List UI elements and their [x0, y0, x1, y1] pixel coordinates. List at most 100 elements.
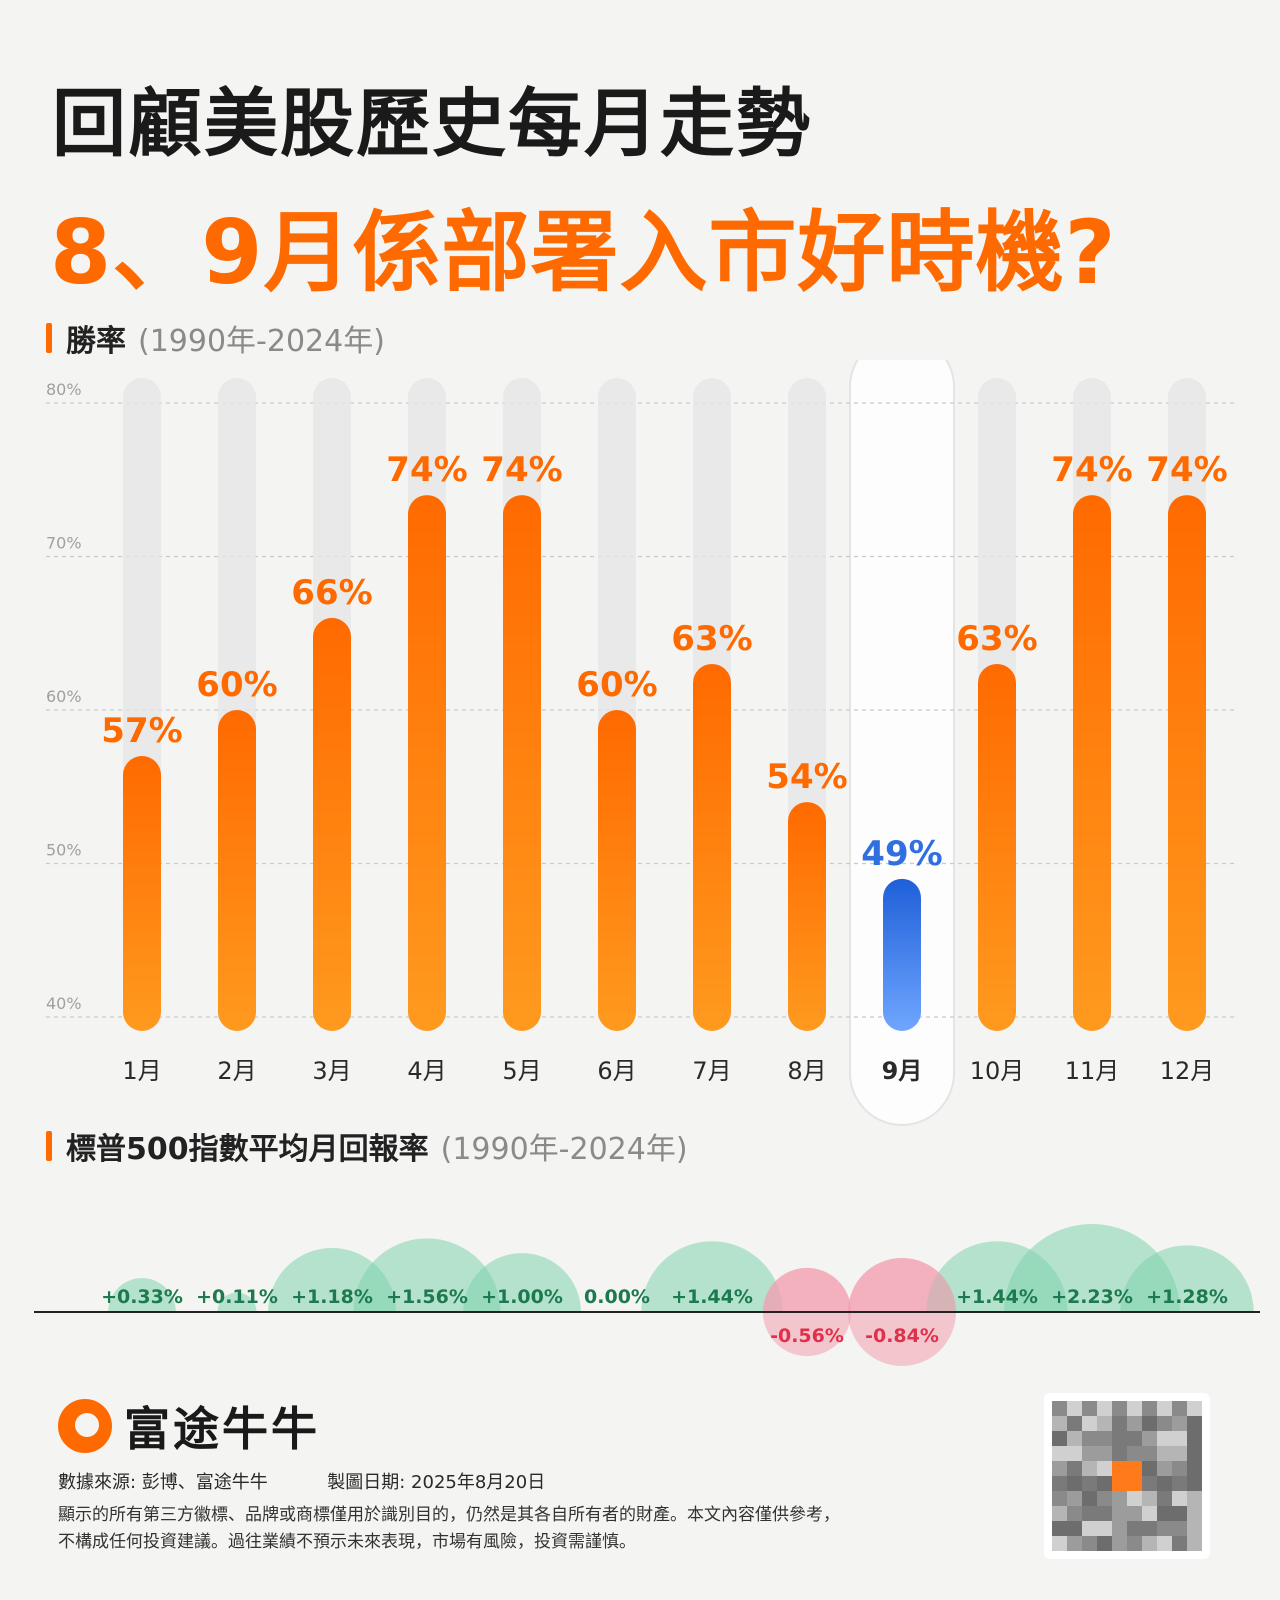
bar: [218, 710, 256, 1031]
qr-pixel: [1112, 1431, 1127, 1446]
qr-pixel: [1097, 1431, 1112, 1446]
bar-value-label: 66%: [291, 573, 372, 613]
qr-pixel: [1067, 1416, 1082, 1431]
bar-value-label: 63%: [956, 619, 1037, 659]
footer-source-line: 數據來源: 彭博、富途牛牛 製圖日期: 2025年8月20日: [58, 1468, 545, 1494]
return-value-label: +1.56%: [386, 1286, 468, 1308]
qr-pixel: [1127, 1506, 1142, 1521]
qr-pixel: [1097, 1536, 1112, 1551]
return-range: (1990年-2024年): [440, 1132, 688, 1167]
page-subtitle: 8、9月係部署入市好時機?: [50, 201, 1117, 304]
bar: [1073, 495, 1111, 1032]
return-value-label: +2.23%: [1051, 1286, 1133, 1308]
qr-pixel: [1187, 1431, 1202, 1446]
qr-pixel: [1067, 1461, 1082, 1476]
heading-accent-bar: [46, 1131, 52, 1161]
footer-source: 數據來源: 彭博、富途牛牛: [58, 1472, 268, 1493]
win-rate-label: 勝率: [66, 324, 126, 359]
spacer: [0, 1140, 1280, 1141]
qr-pixel: [1142, 1521, 1157, 1536]
qr-pixel: [1127, 1521, 1142, 1536]
qr-pixel: [1082, 1521, 1097, 1536]
qr-pixel: [1082, 1416, 1097, 1431]
y-tick-label: 60%: [46, 687, 82, 706]
bar: [408, 495, 446, 1032]
qr-pixel: [1112, 1446, 1127, 1461]
return-value-label: +1.18%: [291, 1286, 373, 1308]
qr-pixel: [1157, 1536, 1172, 1551]
qr-pixel: [1082, 1536, 1097, 1551]
x-tick-label: 11月: [1065, 1057, 1120, 1085]
qr-pixel: [1187, 1506, 1202, 1521]
footer-date: 製圖日期: 2025年8月20日: [327, 1472, 546, 1493]
qr-code[interactable]: [1044, 1393, 1210, 1559]
qr-pixel: [1157, 1416, 1172, 1431]
return-value-label: +0.11%: [196, 1286, 278, 1308]
qr-pixel: [1112, 1461, 1127, 1476]
qr-pixel: [1187, 1476, 1202, 1491]
qr-pixel: [1067, 1446, 1082, 1461]
bar-value-label: 57%: [101, 711, 182, 751]
return-value-label: -0.56%: [770, 1325, 844, 1347]
qr-pixel: [1142, 1506, 1157, 1521]
return-value-label: +1.28%: [1146, 1286, 1228, 1308]
footer-disclaimer-2: 不構成任何投資建議。過往業績不預示未來表現，市場有風險，投資需謹慎。: [58, 1532, 636, 1552]
qr-pixel: [1127, 1401, 1142, 1416]
qr-pixel: [1082, 1506, 1097, 1521]
highlight-capsule: [849, 360, 955, 1126]
x-tick-label: 10月: [970, 1057, 1025, 1085]
qr-pixel: [1082, 1446, 1097, 1461]
x-tick-label: 12月: [1160, 1057, 1215, 1085]
monthly-return-bubble-chart: +0.33% +0.11% +1.18% +1.56% +1.00% 0.00% +1.44…: [0, 1140, 1280, 1370]
page-title: 回顧美股歷史每月走勢: [52, 81, 812, 167]
bar: [1168, 495, 1206, 1032]
qr-pixel: [1157, 1446, 1172, 1461]
axis-mask: [0, 1312, 1280, 1370]
win-rate-range: (1990年-2024年): [138, 324, 385, 359]
qr-pixel: [1187, 1491, 1202, 1506]
return-label: 標普500指數平均月回報率: [66, 1132, 429, 1167]
bar-value-label: 63%: [671, 619, 752, 659]
qr-pixel: [1127, 1536, 1142, 1551]
win-rate-heading: 勝率 (1990年-2024年): [46, 316, 385, 360]
qr-pixel: [1142, 1536, 1157, 1551]
y-tick-label: 80%: [46, 380, 82, 399]
x-tick-label: 7月: [692, 1057, 731, 1085]
qr-pixel: [1097, 1476, 1112, 1491]
qr-pixel: [1052, 1401, 1067, 1416]
qr-pixel: [1187, 1446, 1202, 1461]
qr-pixel: [1067, 1521, 1082, 1536]
return-value-label: +1.44%: [956, 1286, 1038, 1308]
qr-pixel: [1157, 1401, 1172, 1416]
qr-pixel: [1052, 1536, 1067, 1551]
qr-pixel: [1157, 1476, 1172, 1491]
qr-pixel: [1142, 1416, 1157, 1431]
return-value-label: -0.84%: [865, 1325, 939, 1347]
qr-pixel: [1112, 1506, 1127, 1521]
bar: [978, 663, 1016, 1031]
qr-pixel: [1097, 1506, 1112, 1521]
bar-value-label: 74%: [481, 450, 562, 490]
qr-pixel: [1097, 1446, 1112, 1461]
qr-pixel: [1082, 1476, 1097, 1491]
return-heading: 標普500指數平均月回報率 (1990年-2024年): [46, 1124, 688, 1168]
x-tick-label: 3月: [312, 1057, 351, 1085]
return-value-label: 0.00%: [584, 1286, 650, 1308]
qr-pixel: [1127, 1491, 1142, 1506]
qr-pixel: [1112, 1416, 1127, 1431]
qr-pixel: [1127, 1431, 1142, 1446]
qr-pixel: [1097, 1491, 1112, 1506]
qr-pixel: [1112, 1401, 1127, 1416]
qr-pixel: [1067, 1506, 1082, 1521]
qr-pixel: [1172, 1506, 1187, 1521]
futu-logo-icon: [58, 1399, 112, 1453]
qr-pixel: [1142, 1446, 1157, 1461]
qr-pixel: [1187, 1536, 1202, 1551]
bar: [313, 617, 351, 1031]
bar-value-label: 74%: [386, 450, 467, 490]
qr-pixel: [1097, 1401, 1112, 1416]
qr-pixel: [1082, 1491, 1097, 1506]
x-tick-label: 6月: [597, 1057, 636, 1085]
qr-pixel: [1052, 1461, 1067, 1476]
y-tick-label: 70%: [46, 534, 82, 553]
